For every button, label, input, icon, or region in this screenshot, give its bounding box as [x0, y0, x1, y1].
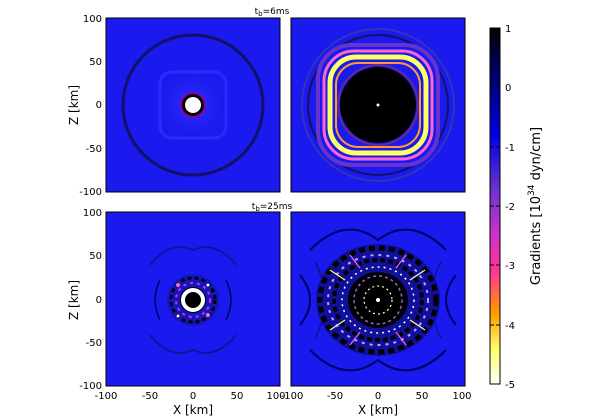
y-tick-label: 50: [89, 57, 102, 68]
y-tick-label: 0: [96, 295, 102, 306]
x-tick-label: 0: [190, 391, 196, 402]
panel-title-top: tb=6ms: [255, 7, 290, 18]
field-bottom-left: [149, 246, 237, 354]
x-tick-label: -100: [281, 391, 304, 402]
colorbar-tick-label: 0: [505, 83, 511, 94]
field-bottom-right: [299, 228, 457, 372]
colorbar-tick-label: 1: [505, 24, 511, 35]
panel-title-bottom: tb=25ms: [252, 202, 293, 213]
field-top-left: [121, 33, 265, 177]
x-tick-label: 100: [266, 391, 285, 402]
field-top-right: [301, 28, 455, 182]
colorbar-tick-label: -1: [505, 143, 515, 154]
y-tick-label: 100: [83, 208, 102, 219]
colorbar-tick-label: -5: [505, 380, 515, 391]
y-tick-label: -100: [79, 187, 102, 198]
y-axis-label: Z [km]: [67, 280, 81, 320]
y-tick-label: -100: [79, 381, 102, 392]
x-tick-label: 0: [375, 391, 381, 402]
x-tick-label: 100: [452, 391, 471, 402]
x-tick-label: 50: [416, 391, 429, 402]
y-tick-label: 50: [89, 251, 102, 262]
x-tick-label: -50: [142, 391, 158, 402]
colorbar-ticks: [490, 27, 500, 385]
colorbar-tick-label: -2: [505, 202, 515, 213]
y-tick-label: -50: [86, 338, 102, 349]
x-axis-label: X [km]: [358, 403, 398, 417]
x-tick-label: 50: [231, 391, 244, 402]
x-tick-label: -100: [95, 391, 118, 402]
colorbar-tick-label: -4: [505, 321, 515, 332]
colorbar-tick-label: -3: [505, 261, 515, 272]
y-tick-label: 100: [83, 14, 102, 25]
y-axis-label: Z [km]: [67, 85, 81, 125]
colorbar-label: Gradients [1034 dyn/cm]: [527, 127, 544, 285]
x-tick-label: -50: [327, 391, 343, 402]
y-tick-label: 0: [96, 100, 102, 111]
y-tick-label: -50: [86, 144, 102, 155]
x-axis-label: X [km]: [173, 403, 213, 417]
